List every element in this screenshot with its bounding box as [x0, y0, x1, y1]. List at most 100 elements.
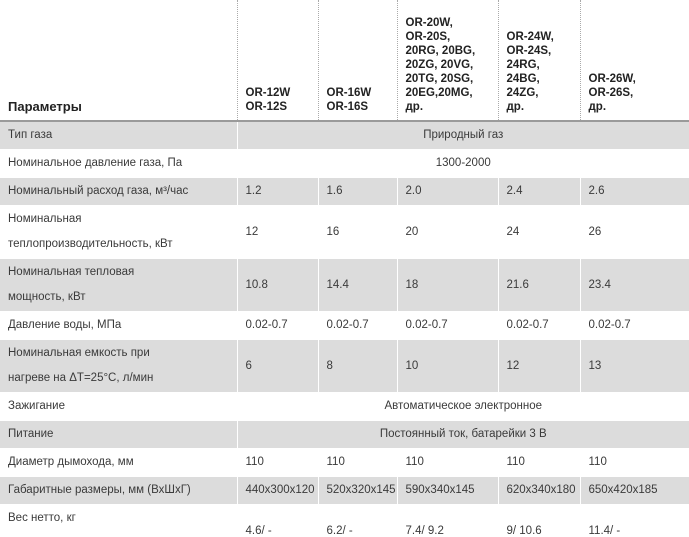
value: 11.4/ -: [588, 524, 621, 537]
value: 18: [405, 278, 419, 291]
model-name: OR-26S,: [588, 87, 634, 99]
header-cell: OR-20W, OR-20S, 20RG, 20BG, 20ZG, 20VG, 20TG…: [396, 0, 498, 122]
table-row: Тип газа Природный газ: [0, 121, 689, 150]
value: 1.6: [326, 185, 343, 197]
value: 2.6: [588, 185, 605, 197]
value: 520x320x145: [326, 484, 396, 496]
param-label: Давление воды, МПа: [8, 319, 122, 331]
value: 590x340x145: [405, 484, 475, 496]
value: 6.2/ -: [326, 524, 353, 537]
value: 110: [588, 456, 607, 468]
value-cell: 11.4/ -: [579, 504, 689, 537]
value-cell: 590x340x145: [396, 476, 498, 505]
value-cell: 0.02-0.7: [317, 311, 397, 340]
model-name: 24BG,: [506, 73, 540, 85]
value: 2.0: [405, 185, 422, 197]
value-cell: 20: [396, 205, 498, 259]
param-label: Номинальный расход газа, м³/час: [8, 185, 189, 197]
value-cell: 110: [317, 448, 397, 477]
value-cell: 6: [236, 339, 318, 393]
value-cell: 0.02-0.7: [236, 311, 318, 340]
param-cell: Номинальная емкость при нагреве на ΔT=25°…: [0, 339, 237, 393]
value: 650x420x185: [588, 484, 658, 496]
param-cell: Вес нетто, кг(серия Standart/серия Glass…: [0, 504, 237, 537]
model-name: OR-24W,: [506, 31, 554, 43]
table-body: Тип газа Природный газ Номинальное давлени…: [0, 121, 689, 537]
value-cell: Природный газ: [236, 121, 689, 150]
value: 2.4: [506, 185, 523, 197]
param-cell: Зажигание: [0, 392, 237, 421]
value-cell: 14.4: [317, 258, 397, 312]
param-label: Номинальная тепловая: [8, 266, 135, 278]
value: 7.4/ 9.2: [405, 524, 444, 537]
value-cell: 10: [396, 339, 498, 393]
value: Природный газ: [423, 129, 504, 141]
param-cell: Питание: [0, 420, 237, 449]
param-label: Зажигание: [8, 400, 65, 412]
value-cell: 13: [579, 339, 689, 393]
table-row: Зажигание Автоматическое электронное: [0, 392, 689, 421]
param-label: Номинальная: [8, 213, 82, 225]
value: 0.02-0.7: [588, 319, 631, 331]
table-row: Диаметр дымохода, мм 110 110 110 110 110: [0, 448, 689, 477]
value: 4.6/ -: [245, 524, 272, 537]
value: 12: [245, 225, 259, 238]
param-label: Номинальное давление газа, Па: [8, 157, 183, 169]
model-name: OR-20S,: [405, 31, 451, 43]
value-cell: 2.6: [579, 177, 689, 206]
value: 12: [506, 359, 520, 372]
param-label: Вес нетто, кг: [8, 512, 76, 524]
value-cell: 0.02-0.7: [396, 311, 498, 340]
param-cell: Давление воды, МПа: [0, 311, 237, 340]
model-name: OR-16S: [326, 101, 369, 113]
model-name: OR-12W: [245, 87, 291, 99]
value: 0.02-0.7: [326, 319, 369, 331]
value-cell: 10.8: [236, 258, 318, 312]
value-cell: 0.02-0.7: [579, 311, 689, 340]
value: 440x300x120: [245, 484, 315, 496]
param-label: Диаметр дымохода, мм: [8, 456, 134, 468]
value-cell: 2.0: [396, 177, 498, 206]
value: 0.02-0.7: [506, 319, 549, 331]
header-cell: OR-16W OR-16S: [317, 0, 397, 122]
table-row: Питание Постоянный ток, батарейки 3 В: [0, 420, 689, 449]
model-name: 20RG, 20BG,: [405, 45, 476, 57]
param-cell: Номинальная тепловая мощность, кВт: [0, 258, 237, 312]
model-name: OR-24S,: [506, 45, 552, 57]
header-cell: Параметры: [0, 0, 237, 122]
value-cell: 1.6: [317, 177, 397, 206]
value-cell: 110: [396, 448, 498, 477]
table-row: Номинальная емкость при нагреве на ΔT=25°…: [0, 339, 689, 393]
header-cell: OR-26W, OR-26S, др.: [579, 0, 689, 122]
table-row: Номинальная тепловая мощность, кВт 10.8 14.…: [0, 258, 689, 312]
value: 23.4: [588, 278, 611, 291]
value: 10.8: [245, 278, 268, 291]
table-row: Номинальное давление газа, Па 1300-2000: [0, 149, 689, 178]
value: 110: [326, 456, 345, 468]
value-cell: 0.02-0.7: [497, 311, 580, 340]
param-cell: Диаметр дымохода, мм: [0, 448, 237, 477]
value: 9/ 10.6: [506, 524, 542, 537]
value-cell: 12: [236, 205, 318, 259]
value-cell: 8: [317, 339, 397, 393]
header-cell: OR-12W OR-12S: [236, 0, 318, 122]
param-label: Питание: [8, 428, 54, 440]
value-cell: 440x300x120: [236, 476, 318, 505]
param-cell: Номинальная теплопроизводительность, кВт: [0, 205, 237, 259]
value: 110: [245, 456, 264, 468]
value: 10: [405, 359, 419, 372]
param-label: теплопроизводительность, кВт: [8, 238, 173, 250]
model-name: OR-16W: [326, 87, 372, 99]
value-cell: Постоянный ток, батарейки 3 В: [236, 420, 689, 449]
value-cell: 650x420x185: [579, 476, 689, 505]
model-name: OR-20W,: [405, 17, 453, 29]
value: 1.2: [245, 185, 262, 197]
param-label: Номинальная емкость при: [8, 347, 150, 359]
value-cell: 1.2: [236, 177, 318, 206]
value-cell: 520x320x145: [317, 476, 397, 505]
param-cell: Габаритные размеры, мм (ВхШхГ): [0, 476, 237, 505]
value-cell: 620x340x180: [497, 476, 580, 505]
table-row: Габаритные размеры, мм (ВхШхГ) 440x300x12…: [0, 476, 689, 505]
value: 1300-2000: [435, 157, 491, 169]
